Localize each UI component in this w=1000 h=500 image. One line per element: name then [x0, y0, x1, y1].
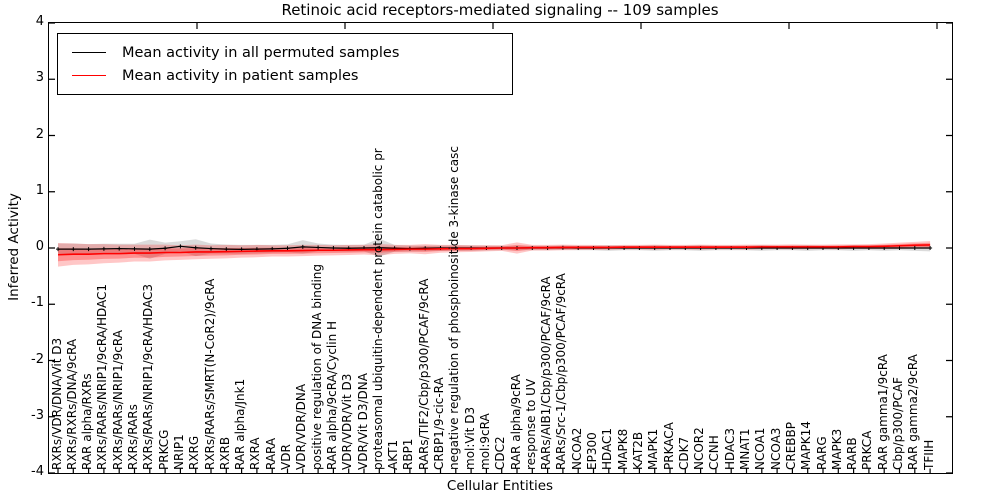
y-tick-label: -3: [31, 407, 44, 423]
y-tick-label: 1: [35, 182, 44, 198]
legend-label-patient: Mean activity in patient samples: [122, 67, 359, 84]
y-tick-label: -2: [31, 351, 44, 367]
x-axis-label: Cellular Entities: [446, 478, 554, 494]
y-tick-label: -1: [31, 295, 44, 311]
y-tick-label: 3: [35, 70, 44, 86]
y-tick-label: -4: [31, 464, 44, 479]
legend-line-patient: [72, 75, 106, 76]
legend-label-permuted: Mean activity in all permuted samples: [122, 44, 400, 61]
legend-line-permuted: [72, 52, 106, 53]
y-tick-label: 2: [35, 126, 44, 142]
chart-title: Retinoic acid receptors-mediated signali…: [281, 1, 719, 19]
y-tick-label: 0: [35, 239, 44, 254]
axis-ticks: [49, 23, 952, 473]
patient-mean-line: [57, 244, 931, 256]
y-tick-label: 4: [35, 14, 44, 29]
legend-entry-permuted: Mean activity in all permuted samples: [72, 45, 512, 61]
chart-canvas: [49, 23, 952, 473]
legend-box: Mean activity in all permuted samples Me…: [57, 33, 513, 95]
plot-area: [48, 22, 953, 474]
legend-entry-patient: Mean activity in patient samples: [72, 68, 512, 84]
